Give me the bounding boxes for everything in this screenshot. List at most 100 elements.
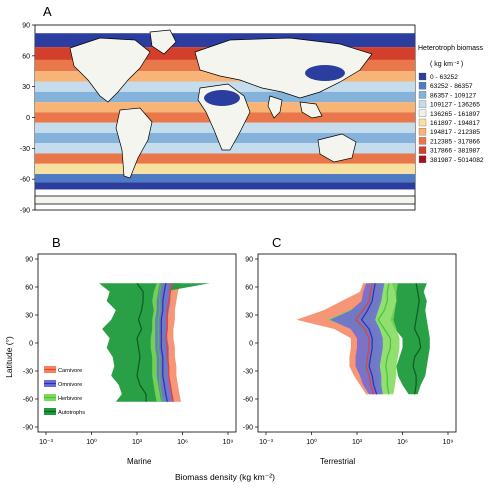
central-asia-patch	[305, 65, 345, 81]
map-ytick-label: -30	[20, 146, 30, 153]
line-herbivore	[157, 283, 164, 402]
area-omnivore	[329, 283, 385, 395]
xtick-label: 10³	[132, 439, 143, 446]
map-ytick-label: 60	[22, 53, 30, 60]
continent-7	[317, 133, 357, 163]
map-legend-label: 63252 - 86357	[430, 83, 473, 90]
map-band--50	[35, 163, 415, 175]
ytick-label: 30	[25, 313, 33, 320]
map-legend-swatch	[418, 91, 427, 99]
map-legend-label: 212385 - 317866	[430, 138, 480, 145]
map-ytick-label: 0	[26, 115, 30, 122]
ytick-label: 90	[25, 257, 33, 264]
map-band--60	[35, 174, 415, 183]
xtick-label: 10⁻³	[39, 439, 53, 446]
legend-label: Autotrophs	[58, 410, 85, 416]
ytick-label: -90	[243, 425, 253, 432]
ytick-label: -30	[243, 369, 253, 376]
panel-c: C 90 60 30 0 -30 -60 -90 10⁻³ 10⁰ 10³ 10⁶ 10⁹ Terre…	[243, 235, 457, 466]
map-legend-swatch	[418, 72, 427, 81]
ytick-label: -60	[23, 397, 33, 404]
ytick-label: -30	[23, 369, 33, 376]
map-band--40	[35, 153, 415, 164]
map-ytick-label: -60	[20, 177, 30, 184]
panel-b: B 90 60 30 0 -30 -60 -90 10⁻³ 10⁰ 10³ 10⁶ 10⁹ Carni…	[23, 235, 237, 466]
map-ytick-label: 90	[22, 23, 30, 30]
line-omnivore	[360, 283, 378, 395]
ytick-label: 0	[249, 341, 253, 348]
sahara-patch	[204, 90, 240, 106]
panel-b-plot	[99, 282, 210, 402]
map-legend-label: 0 - 63252	[430, 74, 458, 81]
map-legend-label: 136265 - 161897	[430, 111, 480, 118]
continent-0	[69, 37, 151, 103]
shared-y-label: Latitude (°)	[4, 336, 14, 378]
map-legend-swatch	[418, 155, 427, 163]
ytick-label: 90	[245, 257, 253, 264]
panel-c-axes: 90 60 30 0 -30 -60 -90 10⁻³ 10⁰ 10³ 10⁶ 10⁹	[243, 257, 454, 447]
ytick-label: 30	[245, 313, 253, 320]
line-carnivore	[354, 283, 375, 395]
map-legend-label: 109127 - 136265	[430, 102, 480, 109]
panel-c-xlabel: Terrestrial	[320, 457, 355, 466]
map-band--66	[35, 182, 415, 190]
map-legend-swatch	[418, 109, 427, 117]
continent-5	[267, 95, 283, 119]
shared-x-label: Biomass density (kg km⁻²)	[175, 472, 275, 482]
map-legend-unit: ( kg km⁻² )	[430, 61, 463, 68]
map-legend-label: 317866 - 381987	[430, 148, 480, 155]
line-herbivore	[377, 283, 391, 395]
map-legend-swatch	[418, 100, 427, 108]
map-y-axis: 90 60 30 0 -30 -60 -90	[20, 23, 35, 215]
area-herbivore	[326, 283, 400, 395]
continent-2	[115, 107, 153, 179]
continent-3	[194, 37, 373, 99]
ytick-label: 0	[29, 341, 33, 348]
legend-label: Carnivore	[58, 368, 82, 374]
panel-b-axes: 90 60 30 0 -30 -60 -90 10⁻³ 10⁰ 10³ 10⁶ 10⁹	[23, 257, 234, 447]
ytick-label: -90	[23, 425, 33, 432]
xtick-label: 10⁰	[86, 438, 97, 446]
map-legend-swatch	[418, 128, 427, 136]
panel-b-xlabel: Marine	[127, 457, 152, 466]
panel-a-label: A	[43, 4, 52, 19]
legend-label: Herbivore	[58, 396, 82, 402]
panel-c-label: C	[272, 235, 281, 250]
line-omnivore	[160, 283, 168, 402]
map-legend: Heterotroph biomass ( kg km⁻² ) 0 - 6325…	[418, 45, 484, 164]
line-autotrophs	[136, 282, 147, 402]
continent-1	[149, 29, 177, 55]
map-legend-label: 381987 - 5014082	[430, 157, 484, 164]
xtick-label: 10⁻³	[259, 439, 273, 446]
panel-a: A 90 60 30 0 -30 -60 -90 Heterotroph biomass (…	[20, 4, 484, 215]
map-legend-swatch	[418, 118, 427, 127]
ytick-label: 60	[245, 285, 253, 292]
map-continents	[34, 29, 416, 205]
xtick-label: 10⁰	[306, 438, 317, 446]
panel-c-plot	[296, 283, 430, 395]
panel-b-label: B	[52, 235, 61, 250]
ytick-label: -60	[243, 397, 253, 404]
ytick-label: 60	[25, 285, 33, 292]
map-legend-swatch	[418, 137, 427, 145]
map-legend-swatch	[418, 146, 427, 154]
xtick-label: 10⁶	[177, 439, 188, 446]
xtick-label: 10⁶	[397, 439, 408, 446]
map-legend-label: 86357 - 109127	[430, 92, 477, 99]
map-legend-swatch	[418, 82, 427, 90]
continent-8	[34, 195, 416, 205]
line-autotrophs	[412, 283, 422, 395]
map-ytick-label: 30	[22, 84, 30, 91]
map-ytick-label: -90	[20, 208, 30, 215]
map-legend-label: 194817 - 212385	[430, 129, 480, 136]
continent-6	[299, 101, 323, 119]
xtick-label: 10⁹	[443, 439, 454, 446]
panel-b-legend: Carnivore Omnivore Herbivore Autotrophs	[44, 366, 85, 416]
xtick-label: 10⁹	[223, 439, 234, 446]
map-legend-label: 161897 - 194817	[430, 120, 480, 127]
map-legend-title: Heterotroph biomass	[418, 45, 483, 52]
line-carnivore	[165, 283, 174, 402]
area-autotrophs	[390, 283, 430, 395]
xtick-label: 10³	[352, 439, 363, 446]
